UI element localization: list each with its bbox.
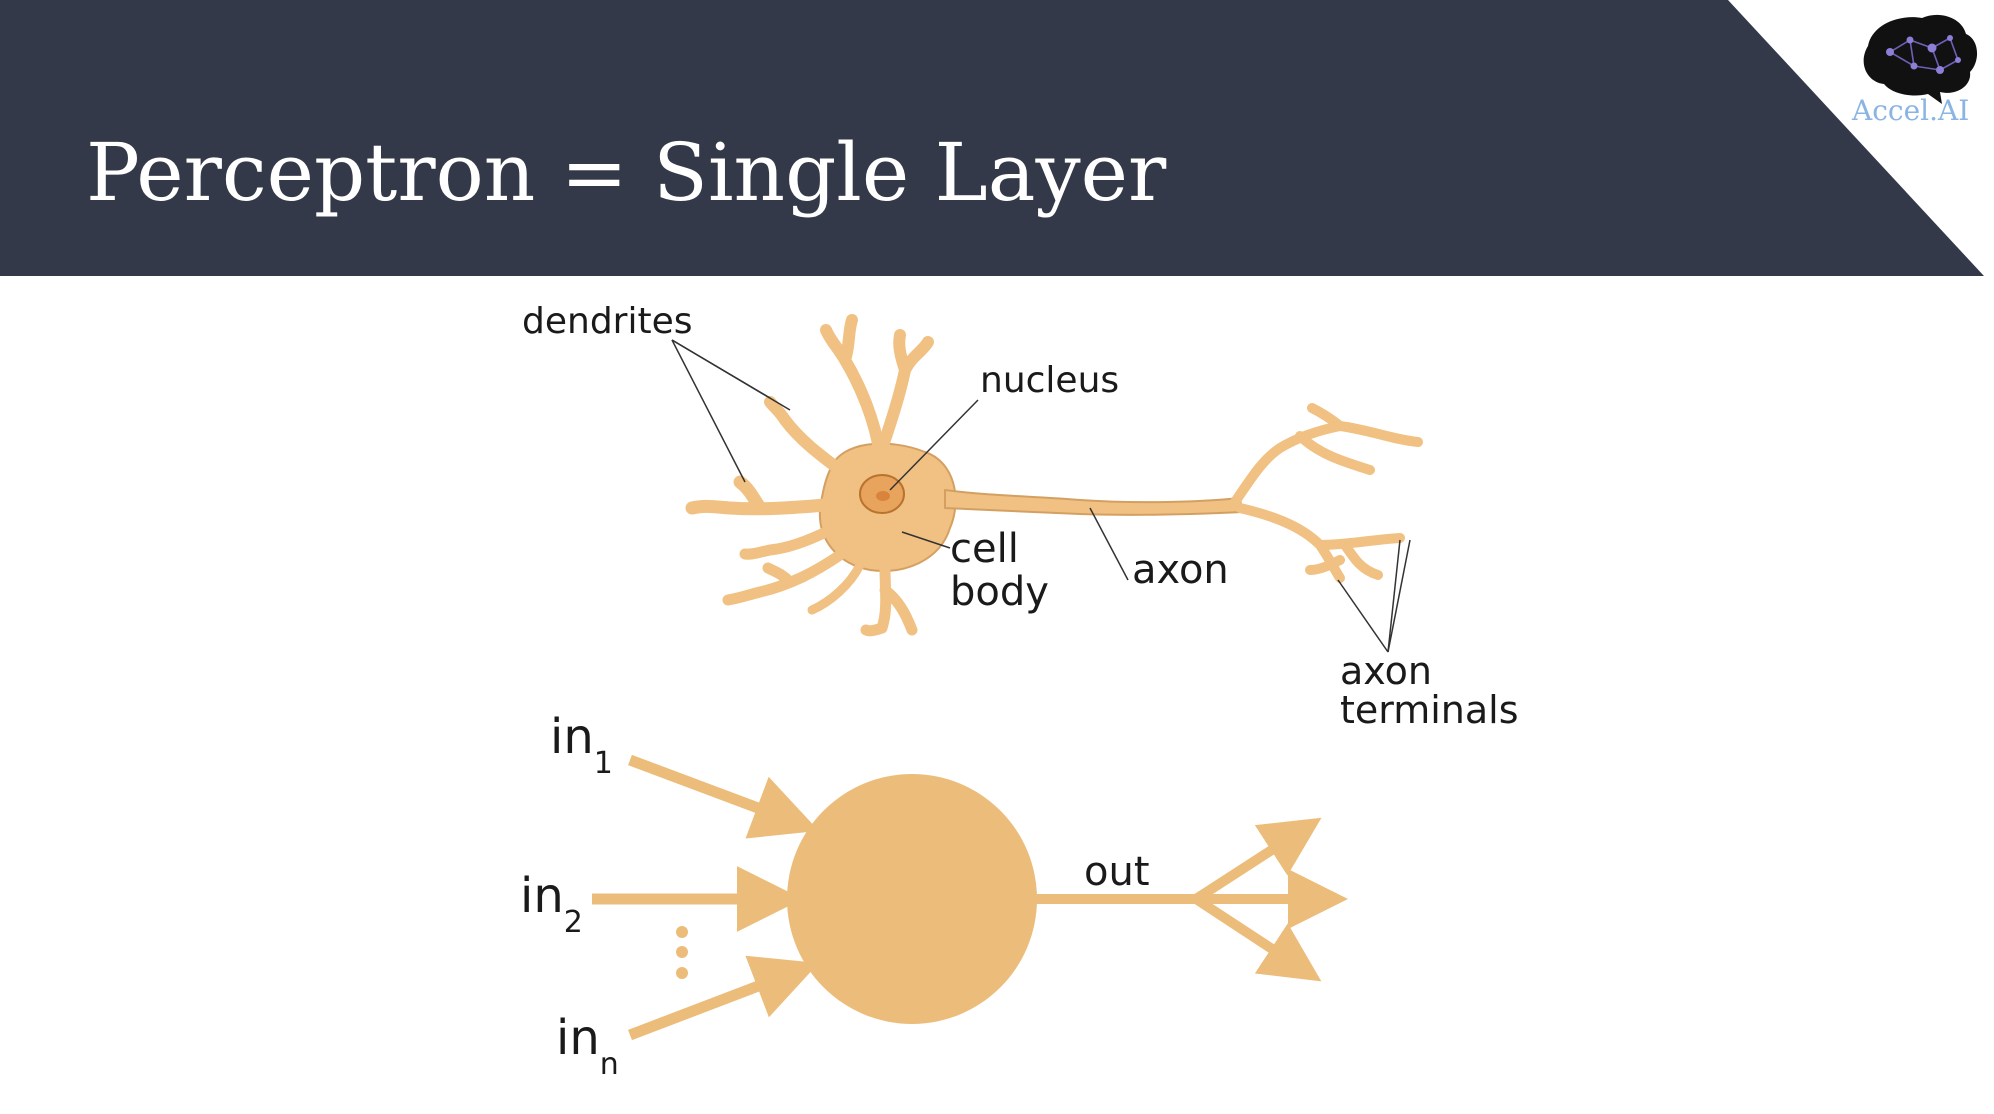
neuron-nucleus	[859, 474, 905, 514]
output-arrow-up	[1193, 817, 1322, 904]
brain-network-icon	[1863, 14, 1978, 105]
label-nucleus: nucleus	[980, 360, 1119, 401]
input-label-2: in2	[520, 868, 583, 940]
label-axon: axon	[1132, 547, 1229, 593]
label-body: body	[950, 569, 1049, 615]
label-dendrites: dendrites	[522, 301, 693, 342]
output-arrow-down	[1193, 894, 1322, 982]
dendrite-branches	[685, 314, 1423, 637]
input-arrow-1	[628, 754, 819, 839]
label-axon-terminals-1: axon	[1340, 649, 1432, 693]
slide-header: Perceptron = Single Layer	[0, 0, 1984, 276]
header-band	[0, 0, 1984, 276]
output-arrows	[1036, 817, 1348, 982]
input-label-1: in1	[550, 709, 613, 781]
slide-title: Perceptron = Single Layer	[86, 126, 1167, 219]
ellipsis-dots	[676, 926, 688, 979]
logo-text: Accel.AI	[1851, 94, 1969, 127]
input-label-n: inn	[556, 1010, 619, 1082]
input-arrow-n	[628, 955, 819, 1041]
input-arrows	[592, 754, 819, 1041]
label-axon-terminals-2: terminals	[1340, 688, 1519, 732]
perceptron-node	[787, 774, 1037, 1024]
neuron-pointer-lines	[671, 339, 1411, 653]
neuron-diagram: dendrites nucleus cell body axon axon te…	[522, 301, 1519, 732]
label-cell: cell	[950, 526, 1019, 572]
perceptron-diagram: in1 in2 inn out	[520, 709, 1348, 1082]
output-label: out	[1084, 849, 1150, 895]
accel-ai-logo: Accel.AI	[1851, 14, 1978, 127]
